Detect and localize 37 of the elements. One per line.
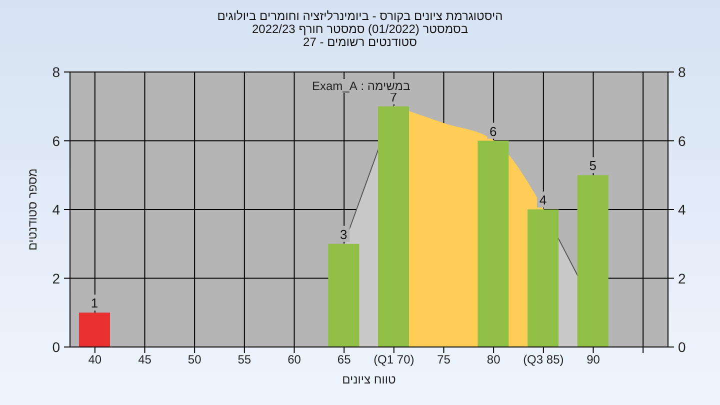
data-label: 1: [90, 296, 98, 311]
x-tick-label: 75: [437, 352, 451, 367]
x-axis-title: טווח ציונים: [342, 372, 396, 387]
x-tick-label: (Q3 85): [523, 352, 564, 367]
x-tick-label: 45: [138, 352, 152, 367]
y-tick-label: 6: [52, 132, 60, 149]
x-tick-label: 90: [586, 352, 600, 367]
x-tick-label: (Q1 70): [374, 352, 414, 367]
y-tick-label: 8: [52, 64, 60, 80]
x-tick-label: 65: [337, 352, 352, 367]
y2-tick-label: 6: [678, 132, 686, 149]
chart-title: היסטוגרמת ציונים בקורס - ביומינרליזציה וחומרים ביולוגים: [216, 9, 504, 23]
chart-subtitle: בסמסטר (01/2022) סמסטר חורף 2022/23 סטודנטים רשומים - 27: [250, 22, 470, 49]
y-axis-title: מספר סטודנטים: [25, 168, 40, 251]
bar: [328, 244, 360, 347]
data-label: 5: [589, 158, 596, 174]
bar: [378, 106, 409, 347]
y2-tick-label: 2: [678, 270, 686, 286]
bar: [478, 140, 509, 347]
x-tick-label: 60: [288, 352, 302, 367]
y-tick-label: 2: [52, 270, 60, 286]
y2-tick-label: 4: [678, 202, 686, 218]
data-label: 3: [340, 226, 348, 242]
bar: [577, 175, 608, 347]
y2-tick-label: 0: [678, 339, 686, 355]
bar: [528, 210, 558, 347]
data-label: 4: [539, 192, 547, 208]
x-tick-label: 55: [238, 352, 252, 367]
y-tick-label: 0: [52, 339, 60, 355]
x-tick-label: 50: [188, 352, 202, 367]
y2-tick-label: 8: [678, 64, 686, 80]
x-tick-label: 80: [486, 352, 501, 367]
y-tick-label: 4: [52, 202, 60, 218]
bar: [79, 312, 110, 347]
data-label: 6: [490, 124, 497, 139]
annotation: במשימה : Exam_A: [310, 79, 412, 93]
x-tick-label: 40: [88, 352, 102, 367]
